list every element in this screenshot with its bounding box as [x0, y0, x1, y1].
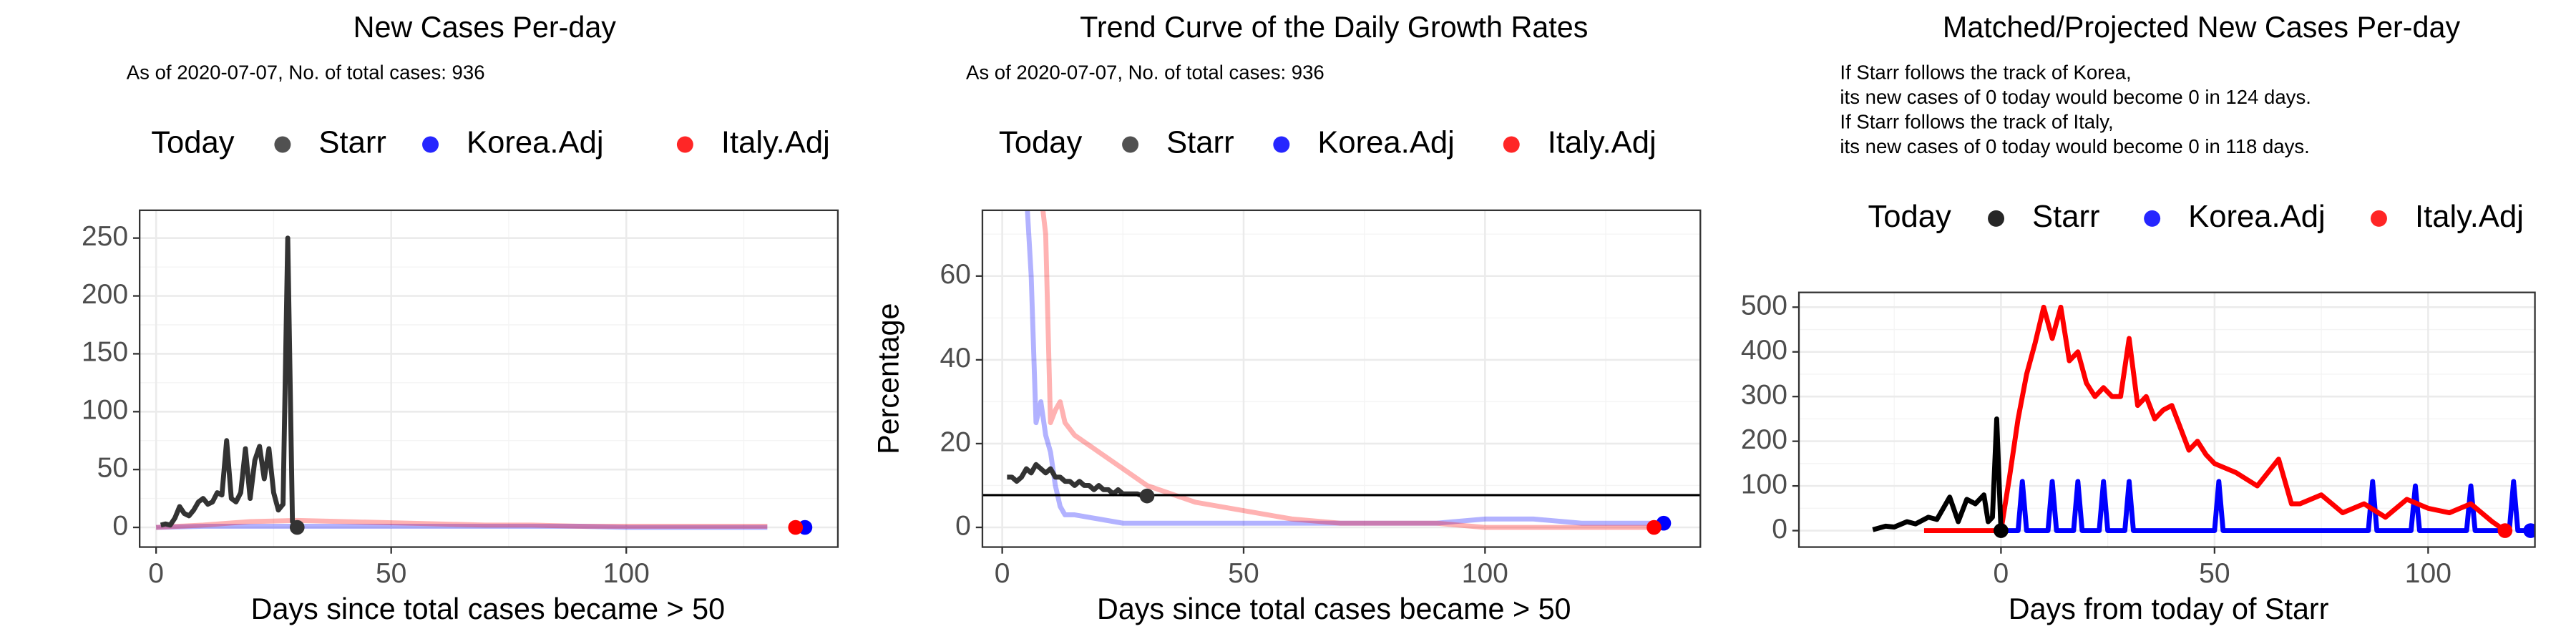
y-tick-label: 200: [1741, 424, 1787, 455]
y-tick-label: 400: [1741, 335, 1787, 366]
subtitle: its new cases of 0 today would become 0 …: [1840, 135, 2309, 157]
y-tick-label: 0: [1772, 514, 1787, 545]
y-tick-label: 100: [1741, 469, 1787, 499]
plot-area: [1872, 304, 2535, 538]
legend-label: Italy.Adj: [721, 126, 830, 160]
line-series: [1872, 416, 2004, 532]
x-tick-label: 100: [603, 558, 650, 589]
legend-label: Italy.Adj: [2415, 200, 2524, 234]
legend-label: Korea.Adj: [467, 126, 604, 160]
y-tick-label: 500: [1741, 291, 1787, 321]
x-tick-label: 100: [1462, 558, 1508, 589]
line-series: [156, 523, 768, 530]
y-tick-label: 0: [955, 510, 971, 541]
x-axis-label: Days since total cases became > 50: [1097, 592, 1571, 625]
legend-title: Today: [999, 126, 1083, 160]
today-point: [289, 519, 305, 535]
legend-marker: [1988, 210, 2005, 227]
subtitle: As of 2020-07-07, No. of total cases: 93…: [966, 62, 1324, 84]
x-tick-label: 50: [2199, 558, 2230, 589]
line-series: [155, 517, 768, 530]
today-point: [2497, 523, 2513, 538]
y-tick-label: 20: [940, 426, 970, 457]
legend-marker: [2371, 210, 2387, 227]
line-series: [1025, 210, 1664, 526]
today-point: [788, 519, 804, 535]
y-tick-label: 200: [82, 279, 128, 310]
y-tick-label: 150: [82, 337, 128, 368]
plot-area: [155, 235, 813, 535]
y-tick-label: 40: [940, 343, 970, 374]
line-series: [2001, 479, 2531, 534]
chart-title: Matched/Projected New Cases Per-day: [1943, 11, 2461, 44]
panel-border: [981, 209, 1702, 548]
legend-label: Korea.Adj: [1317, 126, 1455, 160]
legend-marker: [676, 136, 693, 153]
legend-marker: [274, 136, 291, 153]
subtitle: its new cases of 0 today would become 0 …: [1840, 86, 2311, 108]
x-tick-label: 100: [2405, 558, 2451, 589]
plot-area: [982, 210, 1701, 535]
line-series: [1040, 210, 1654, 530]
x-tick-label: 0: [995, 558, 1010, 589]
y-tick-label: 60: [940, 259, 970, 290]
legend-marker: [422, 136, 439, 153]
x-tick-label: 0: [148, 558, 164, 589]
legend-label: Starr: [318, 126, 386, 160]
y-axis-label: Percentage: [872, 303, 904, 454]
legend-marker: [1122, 136, 1139, 153]
y-tick-label: 0: [112, 510, 128, 541]
legend-marker: [1273, 136, 1290, 153]
line-series: [1923, 304, 2507, 534]
today-point: [1646, 519, 1662, 535]
y-tick-label: 300: [1741, 380, 1787, 411]
legend-title: Today: [1868, 200, 1951, 234]
legend-label: Starr: [2032, 200, 2100, 234]
x-tick-label: 50: [376, 558, 406, 589]
today-point: [1994, 523, 2009, 538]
legend-marker: [2144, 210, 2161, 227]
chart-title: New Cases Per-day: [353, 11, 617, 44]
y-tick-label: 50: [97, 452, 128, 483]
subtitle: If Starr follows the track of Korea,: [1840, 62, 2131, 84]
legend-marker: [1503, 136, 1520, 153]
panel-border: [1797, 291, 2536, 548]
x-tick-label: 0: [1994, 558, 2009, 589]
x-axis-label: Days since total cases became > 50: [251, 592, 725, 625]
chart-title: Trend Curve of the Daily Growth Rates: [1080, 11, 1588, 44]
subtitle: If Starr follows the track of Italy,: [1840, 110, 2113, 132]
x-tick-label: 50: [1228, 558, 1259, 589]
y-tick-label: 250: [82, 221, 128, 252]
panel-border: [139, 209, 839, 548]
today-point: [2523, 523, 2535, 538]
today-point: [1139, 488, 1155, 504]
legend-label: Italy.Adj: [1548, 126, 1657, 160]
legend-label: Korea.Adj: [2188, 200, 2326, 234]
legend-title: Today: [151, 126, 235, 160]
legend-label: Starr: [1166, 126, 1234, 160]
x-axis-label: Days from today of Starr: [2009, 592, 2329, 625]
subtitle: As of 2020-07-07, No. of total cases: 93…: [127, 62, 485, 84]
line-series: [160, 235, 299, 530]
y-tick-label: 100: [82, 395, 128, 426]
line-series: [1007, 462, 1148, 499]
